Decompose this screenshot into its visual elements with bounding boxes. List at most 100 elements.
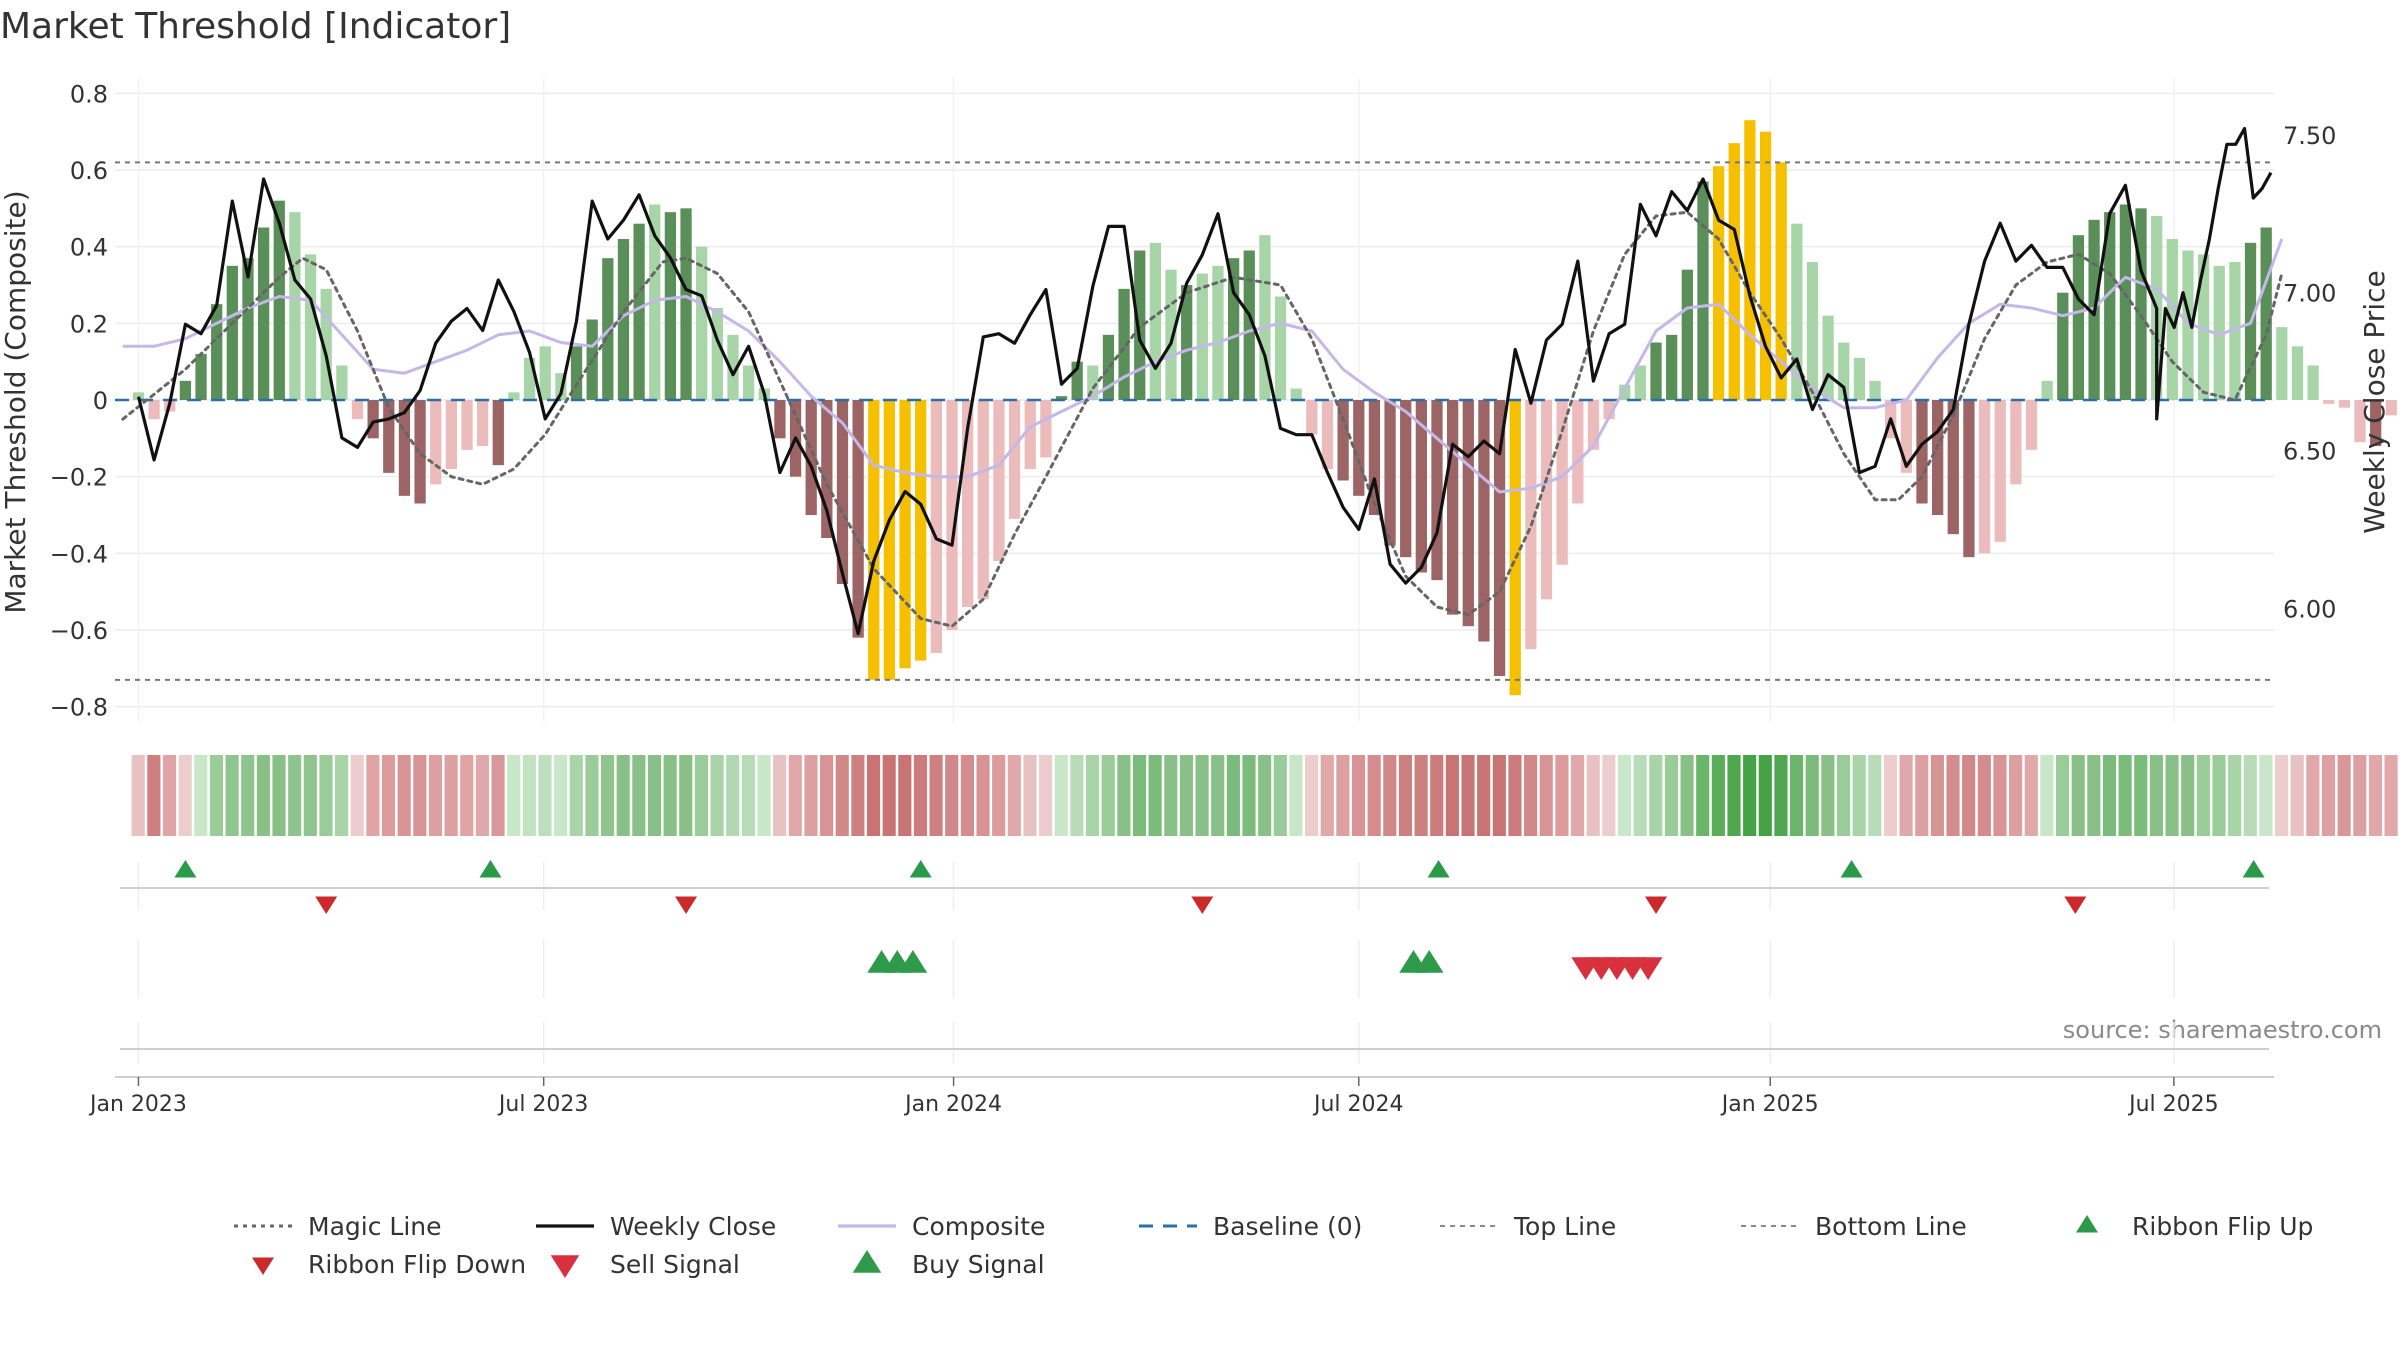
composite-bar [304,254,317,400]
x-tick-label: Jan 2023 [88,1092,187,1117]
composite-bar [617,239,630,400]
composite-bar [2323,400,2335,404]
composite-bar [2354,400,2366,443]
ribbon-segment [554,755,568,836]
composite-bar [1353,400,1365,496]
ribbon-segment [1351,755,1366,836]
ribbon-segment [2118,755,2132,836]
ribbon-segment [1993,755,2007,836]
composite-bar [1493,400,1506,676]
legend-swatch-flip-up [2076,1215,2098,1233]
x-tick-label: Jan 2024 [903,1092,1002,1117]
ribbon-segment [1039,755,1053,836]
composite-bar [1744,120,1756,401]
ribbon-segment [1101,755,1115,836]
composite-bar [1712,166,1725,400]
composite-bar [1243,250,1255,400]
composite-bar [774,400,786,439]
composite-bar [1978,400,1991,554]
ribbon-segment [1477,755,1491,836]
ribbon-segment [2337,755,2351,836]
ribbon-segment [1743,755,1757,836]
ribbon-flip-down-marker [1191,896,1214,914]
composite-bar [1963,400,1975,558]
legend-label: Buy Signal [912,1250,1045,1279]
composite-bar [1165,269,1177,400]
y-axis-left: 0.8 0.6 0.4 0.2 0 −0.2 −0.4 −0.6 −0.8 Market Thre… [0,80,108,721]
composite-bar [962,400,974,607]
ribbon-segment [773,755,787,836]
ribbon-segment [428,755,443,836]
composite-bar [2182,250,2194,400]
composite-bar [1227,258,1240,400]
composite-bar [2260,227,2272,400]
composite-bar [2104,212,2116,400]
composite-bar [1462,400,1474,627]
ribbon-segment [788,755,802,836]
ribbon-segment [2024,755,2038,836]
ribbon-segment [1320,755,1334,836]
y2-tick-label: 6.50 [2283,438,2336,466]
y-tick-label: 0 [93,387,108,415]
ribbon-segment [475,755,489,836]
composite-bar [1806,262,1819,400]
ribbon-segment [1508,755,1522,836]
ribbon-segment [1383,755,1397,836]
y2-tick-label: 7.00 [2283,280,2336,308]
ribbon-segment [585,755,599,836]
ribbon-segment [303,755,317,836]
ribbon-segment [1602,755,1616,836]
legend-item-baseline: Baseline (0) [1139,1212,1362,1241]
composite-bar [1368,400,1381,515]
composite-bar [1775,162,1787,400]
buy-signal-marker [1414,950,1444,973]
ribbon-segment [381,755,396,836]
composite-bar [899,400,911,669]
ribbon-segment [1633,755,1647,836]
composite-bar [977,400,989,600]
ribbon-segment [1617,755,1632,836]
y2-tick-label: 7.50 [2283,122,2336,150]
composite-bar [852,400,864,638]
ribbon-segment [1790,755,1804,836]
composite-bar [1384,400,1396,546]
composite-bar [383,400,395,473]
ribbon-segment [1962,755,1976,836]
ribbon-segment [1946,755,1960,836]
ribbon-segment [397,755,411,836]
ribbon-segment [366,755,380,836]
composite-bar [242,258,254,400]
x-axis: Jan 2023 Jul 2023 Jan 2024 Jul 2024 Jan 2025… [88,1022,2274,1117]
legend-label: Sell Signal [610,1250,740,1279]
composite-bar [2166,239,2178,400]
ribbon-segment [1164,755,1178,836]
composite-bar [2370,400,2382,446]
y-tick-label: −0.8 [50,694,108,722]
composite-bar [1134,250,1146,400]
composite-bar [2338,400,2351,408]
ribbon-segment [522,755,536,836]
composite-bar [1932,400,1944,515]
composite-bar [211,304,223,400]
composite-bar [179,380,192,400]
composite-line [122,238,2284,494]
composite-bar [257,227,270,400]
ribbon-segment [1696,755,1710,836]
ribbon-segment [976,755,990,836]
ribbon-flip-up-marker [909,860,932,878]
ribbon-segment [1226,755,1240,836]
composite-bar [1509,400,1521,696]
composite-bar [1666,334,1678,400]
composite-bar [2307,365,2319,400]
signal-panel [137,940,2175,998]
composite-bar [1822,315,1834,400]
ribbon-segment [1414,755,1428,836]
composite-bar [2385,400,2397,416]
ribbon-segment [491,755,505,836]
composite-bar [1102,334,1115,400]
ribbon-segment [2055,755,2070,836]
ribbon-segment [2040,755,2054,836]
composite-bar [633,223,645,400]
ribbon-segment [1930,755,1944,836]
